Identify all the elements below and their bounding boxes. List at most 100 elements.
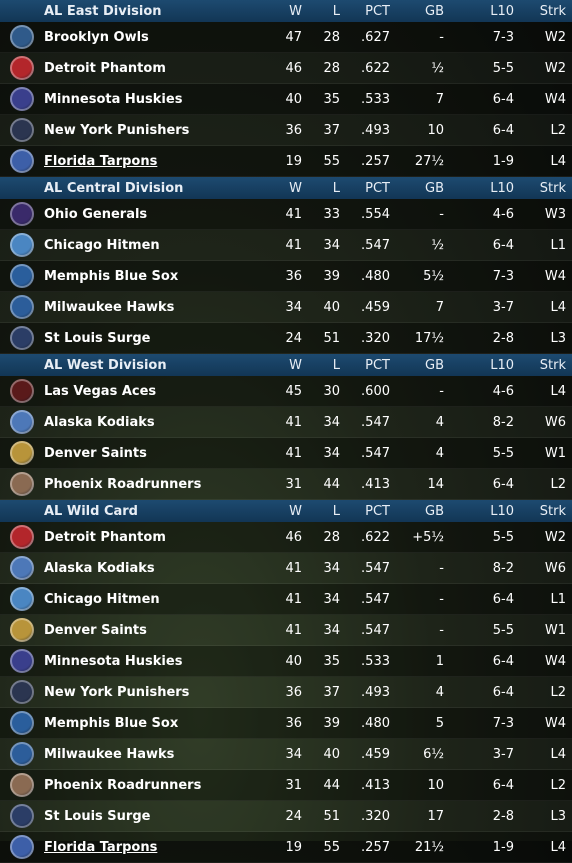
team-name[interactable]: Minnesota Huskies <box>44 653 183 669</box>
column-header-gb[interactable]: GB <box>425 503 444 519</box>
column-header-pct[interactable]: PCT <box>365 503 390 519</box>
team-name[interactable]: Florida Tarpons <box>44 153 158 169</box>
column-header-strk[interactable]: Strk <box>539 357 566 373</box>
team-gb: +5½ <box>412 529 444 545</box>
column-header-pct[interactable]: PCT <box>365 180 390 196</box>
team-name[interactable]: St Louis Surge <box>44 330 151 346</box>
team-row[interactable]: Denver Saints 41 34 .547 - 5-5 W1 <box>0 615 572 646</box>
column-header-pct[interactable]: PCT <box>365 357 390 373</box>
team-pct: .547 <box>361 591 390 607</box>
column-header-l[interactable]: L <box>332 3 340 19</box>
team-row[interactable]: Alaska Kodiaks 41 34 .547 - 8-2 W6 <box>0 553 572 584</box>
team-row[interactable]: Minnesota Huskies 40 35 .533 1 6-4 W4 <box>0 646 572 677</box>
division-header-inner: AL Central Division W L PCT GB L10 Strk <box>0 177 572 199</box>
team-logo-cell <box>0 556 44 580</box>
team-row[interactable]: Las Vegas Aces 45 30 .600 - 4-6 L4 <box>0 376 572 407</box>
team-name[interactable]: Denver Saints <box>44 445 147 461</box>
team-pct: .547 <box>361 414 390 430</box>
column-header-l[interactable]: L <box>332 180 340 196</box>
column-header-l10[interactable]: L10 <box>490 180 514 196</box>
column-header-gb[interactable]: GB <box>425 180 444 196</box>
team-row[interactable]: Florida Tarpons 19 55 .257 21½ 1-9 L4 <box>0 832 572 863</box>
team-w: 41 <box>285 414 302 430</box>
team-name[interactable]: Milwaukee Hawks <box>44 299 175 315</box>
team-name[interactable]: Ohio Generals <box>44 206 148 222</box>
team-row-inner: Chicago Hitmen 41 34 .547 - 6-4 L1 <box>0 584 572 614</box>
column-header-l10[interactable]: L10 <box>490 503 514 519</box>
team-l: 51 <box>323 808 340 824</box>
team-row[interactable]: Alaska Kodiaks 41 34 .547 4 8-2 W6 <box>0 407 572 438</box>
hitmen-logo-icon <box>10 233 34 257</box>
column-header-l10[interactable]: L10 <box>490 357 514 373</box>
team-name[interactable]: Detroit Phantom <box>44 60 166 76</box>
team-row-inner: Ohio Generals 41 33 .554 - 4-6 W3 <box>0 199 572 229</box>
team-row[interactable]: Phoenix Roadrunners 31 44 .413 10 6-4 L2 <box>0 770 572 801</box>
team-name[interactable]: Detroit Phantom <box>44 529 166 545</box>
team-row[interactable]: Chicago Hitmen 41 34 .547 - 6-4 L1 <box>0 584 572 615</box>
column-header-w[interactable]: W <box>289 357 302 373</box>
column-header-gb[interactable]: GB <box>425 357 444 373</box>
team-name[interactable]: Milwaukee Hawks <box>44 746 175 762</box>
column-header-strk[interactable]: Strk <box>539 3 566 19</box>
team-strk: L4 <box>550 839 566 855</box>
team-row[interactable]: Milwaukee Hawks 34 40 .459 6½ 3-7 L4 <box>0 739 572 770</box>
team-row[interactable]: Florida Tarpons 19 55 .257 27½ 1-9 L4 <box>0 146 572 177</box>
column-header-strk[interactable]: Strk <box>539 180 566 196</box>
column-header-l10[interactable]: L10 <box>490 3 514 19</box>
saints-logo-icon <box>10 618 34 642</box>
team-l10: 6-4 <box>492 591 514 607</box>
team-name[interactable]: Las Vegas Aces <box>44 383 157 399</box>
division-title: AL Wild Card <box>44 503 138 519</box>
team-name[interactable]: Phoenix Roadrunners <box>44 476 202 492</box>
team-strk: W2 <box>544 29 566 45</box>
team-row[interactable]: Detroit Phantom 46 28 .622 +5½ 5-5 W2 <box>0 522 572 553</box>
column-header-w[interactable]: W <box>289 3 302 19</box>
team-name[interactable]: Chicago Hitmen <box>44 591 160 607</box>
team-row[interactable]: Detroit Phantom 46 28 .622 ½ 5-5 W2 <box>0 53 572 84</box>
column-header-w[interactable]: W <box>289 180 302 196</box>
team-name[interactable]: New York Punishers <box>44 122 190 138</box>
team-row[interactable]: Memphis Blue Sox 36 39 .480 5½ 7-3 W4 <box>0 261 572 292</box>
column-header-gb[interactable]: GB <box>425 3 444 19</box>
division-header-inner: AL East Division W L PCT GB L10 Strk <box>0 0 572 22</box>
husky-logo-icon <box>10 87 34 111</box>
team-name[interactable]: Chicago Hitmen <box>44 237 160 253</box>
team-name[interactable]: Denver Saints <box>44 622 147 638</box>
team-pct: .257 <box>361 153 390 169</box>
team-row[interactable]: Brooklyn Owls 47 28 .627 - 7-3 W2 <box>0 22 572 53</box>
team-row[interactable]: Denver Saints 41 34 .547 4 5-5 W1 <box>0 438 572 469</box>
team-row[interactable]: Ohio Generals 41 33 .554 - 4-6 W3 <box>0 199 572 230</box>
column-header-l[interactable]: L <box>332 503 340 519</box>
team-logo-cell <box>0 56 44 80</box>
team-gb: 7 <box>435 299 444 315</box>
team-l10: 3-7 <box>492 299 514 315</box>
team-name[interactable]: Brooklyn Owls <box>44 29 149 45</box>
team-name[interactable]: Minnesota Huskies <box>44 91 183 107</box>
team-name[interactable]: Alaska Kodiaks <box>44 560 155 576</box>
team-row[interactable]: Minnesota Huskies 40 35 .533 7 6-4 W4 <box>0 84 572 115</box>
column-header-strk[interactable]: Strk <box>539 503 566 519</box>
team-name[interactable]: Memphis Blue Sox <box>44 268 179 284</box>
team-row[interactable]: Phoenix Roadrunners 31 44 .413 14 6-4 L2 <box>0 469 572 500</box>
team-row[interactable]: Milwaukee Hawks 34 40 .459 7 3-7 L4 <box>0 292 572 323</box>
team-row[interactable]: Memphis Blue Sox 36 39 .480 5 7-3 W4 <box>0 708 572 739</box>
column-header-w[interactable]: W <box>289 503 302 519</box>
team-row[interactable]: New York Punishers 36 37 .493 4 6-4 L2 <box>0 677 572 708</box>
team-name[interactable]: Alaska Kodiaks <box>44 414 155 430</box>
team-row[interactable]: Chicago Hitmen 41 34 .547 ½ 6-4 L1 <box>0 230 572 261</box>
team-w: 19 <box>285 153 302 169</box>
team-name[interactable]: St Louis Surge <box>44 808 151 824</box>
team-row[interactable]: St Louis Surge 24 51 .320 17½ 2-8 L3 <box>0 323 572 354</box>
team-name[interactable]: Florida Tarpons <box>44 839 158 855</box>
column-header-pct[interactable]: PCT <box>365 3 390 19</box>
column-header-l[interactable]: L <box>332 357 340 373</box>
team-row[interactable]: St Louis Surge 24 51 .320 17 2-8 L3 <box>0 801 572 832</box>
team-name[interactable]: Phoenix Roadrunners <box>44 777 202 793</box>
team-name[interactable]: New York Punishers <box>44 684 190 700</box>
team-gb: - <box>439 29 444 45</box>
team-w: 41 <box>285 206 302 222</box>
team-w: 36 <box>285 268 302 284</box>
team-l: 44 <box>323 476 340 492</box>
team-row[interactable]: New York Punishers 36 37 .493 10 6-4 L2 <box>0 115 572 146</box>
team-name[interactable]: Memphis Blue Sox <box>44 715 179 731</box>
